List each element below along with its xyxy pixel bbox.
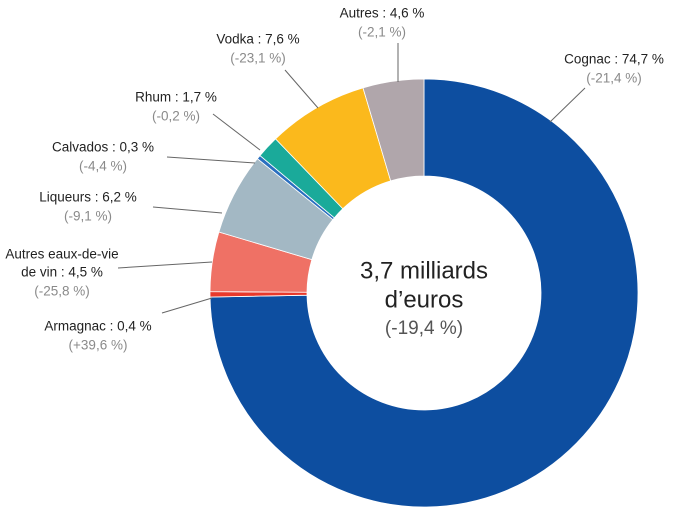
slice-label: Cognac : 74,7 %	[564, 52, 664, 67]
leader-line	[117, 261, 213, 269]
center-label: 3,7 milliards	[360, 257, 488, 284]
slice	[362, 78, 425, 182]
slice-change: (-21,4 %)	[586, 71, 642, 86]
slice-change: (-4,4 %)	[79, 159, 127, 174]
slice-change: (-23,1 %)	[230, 51, 286, 66]
center-change: (-19,4 %)	[385, 318, 463, 339]
slice-label: Armagnac : 0,4 %	[44, 319, 151, 334]
slice-change: (-0,2 %)	[152, 109, 200, 124]
slice-change: (-9,1 %)	[64, 209, 112, 224]
slice-label: Liqueurs : 6,2 %	[39, 190, 137, 205]
slice-label: Calvados : 0,3 %	[52, 140, 154, 155]
slice-change: (+39,6 %)	[69, 338, 128, 353]
slice-label: Autres eaux-de-vie	[5, 247, 118, 262]
slice-change: (-25,8 %)	[34, 284, 90, 299]
slice-label: de vin : 4,5 %	[21, 265, 103, 280]
leader-line	[549, 87, 586, 123]
slice-change: (-2,1 %)	[358, 25, 406, 40]
slice-label: Rhum : 1,7 %	[135, 90, 217, 105]
slice-label: Vodka : 7,6 %	[216, 32, 299, 47]
leader-line	[161, 297, 213, 314]
leader-line	[212, 113, 261, 151]
leader-line	[284, 69, 319, 109]
leader-line	[166, 156, 256, 164]
slice	[209, 78, 639, 508]
center-label: d’euros	[385, 286, 464, 313]
leader-line	[152, 206, 223, 214]
slice-label: Autres : 4,6 %	[340, 6, 425, 21]
